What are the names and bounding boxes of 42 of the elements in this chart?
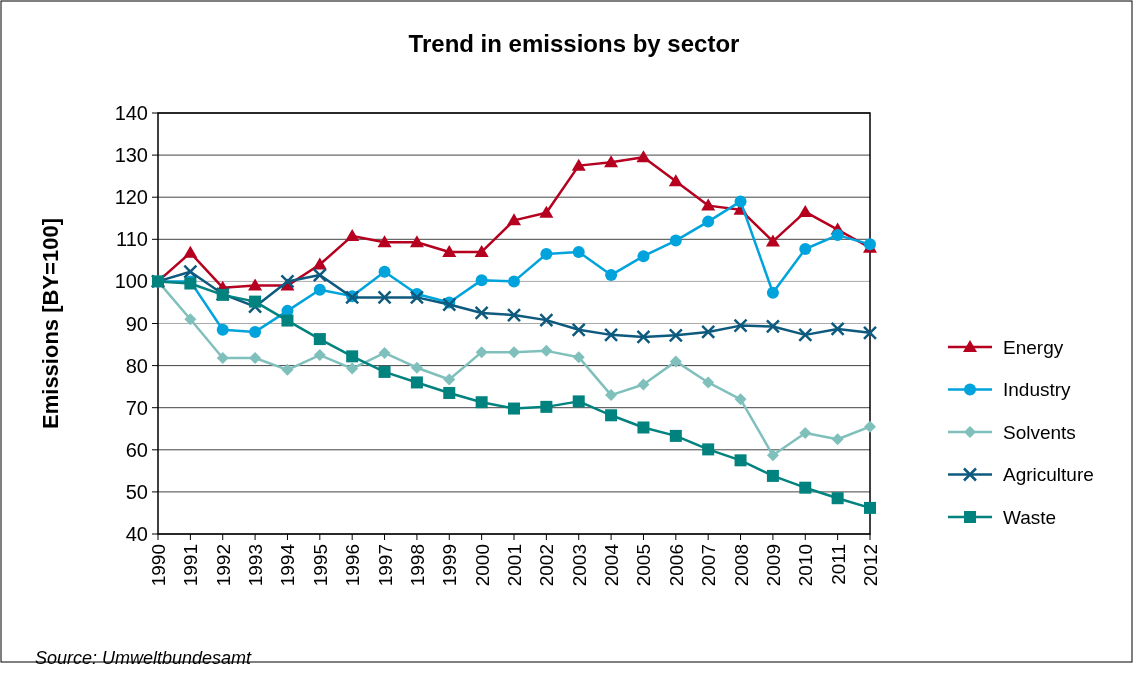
legend-label: Solvents: [1003, 421, 1076, 443]
chart-title: Trend in emissions by sector: [408, 30, 740, 57]
x-tick-label: 1994: [277, 543, 299, 587]
y-tick-label: 110: [116, 228, 148, 251]
x-tick-label: 1996: [342, 544, 364, 587]
y-axis-title: Emissions [BY=100]: [38, 218, 63, 429]
y-tick-label: 100: [114, 270, 148, 293]
y-tick-label: 80: [125, 354, 148, 377]
legend-label: Industry: [1003, 379, 1072, 401]
x-tick-label: 1993: [245, 544, 267, 587]
y-tick-label: 40: [125, 523, 148, 545]
source-note: Source: Umweltbundesamt: [35, 648, 253, 668]
legend-label: Energy: [1003, 336, 1064, 358]
x-tick-label: 2006: [665, 544, 687, 587]
y-tick-label: 140: [114, 102, 148, 124]
x-tick-label: 2007: [698, 544, 720, 587]
x-tick-label: 1995: [309, 544, 331, 587]
x-tick-label: 2000: [471, 544, 493, 587]
x-tick-label: 2010: [795, 544, 817, 587]
x-tick-label: 2008: [730, 544, 752, 587]
y-tick-label: 50: [125, 480, 148, 503]
x-tick-label: 1991: [180, 544, 202, 587]
x-tick-label: 1997: [374, 544, 396, 587]
y-tick-label: 60: [125, 438, 148, 461]
legend-label: Agriculture: [1003, 464, 1094, 486]
x-tick-label: 2004: [601, 543, 623, 587]
x-tick-label: 1990: [148, 544, 169, 587]
x-tick-label: 2001: [504, 544, 525, 587]
x-tick-label: 2002: [536, 544, 558, 587]
x-tick-label: 2009: [762, 544, 784, 587]
x-tick-label: 1992: [212, 544, 234, 587]
y-tick-label: 130: [114, 144, 148, 167]
y-tick-label: 90: [125, 312, 148, 335]
y-tick-label: 70: [125, 396, 148, 419]
y-tick-label: 120: [114, 186, 148, 209]
x-tick-label: 2003: [568, 544, 590, 587]
x-tick-label: 2012: [860, 544, 881, 587]
x-tick-label: 2005: [633, 544, 655, 587]
x-tick-label: 2011: [827, 544, 849, 585]
legend-label: Waste: [1003, 506, 1057, 528]
x-tick-label: 1998: [406, 544, 428, 587]
x-tick-label: 1999: [439, 544, 461, 587]
